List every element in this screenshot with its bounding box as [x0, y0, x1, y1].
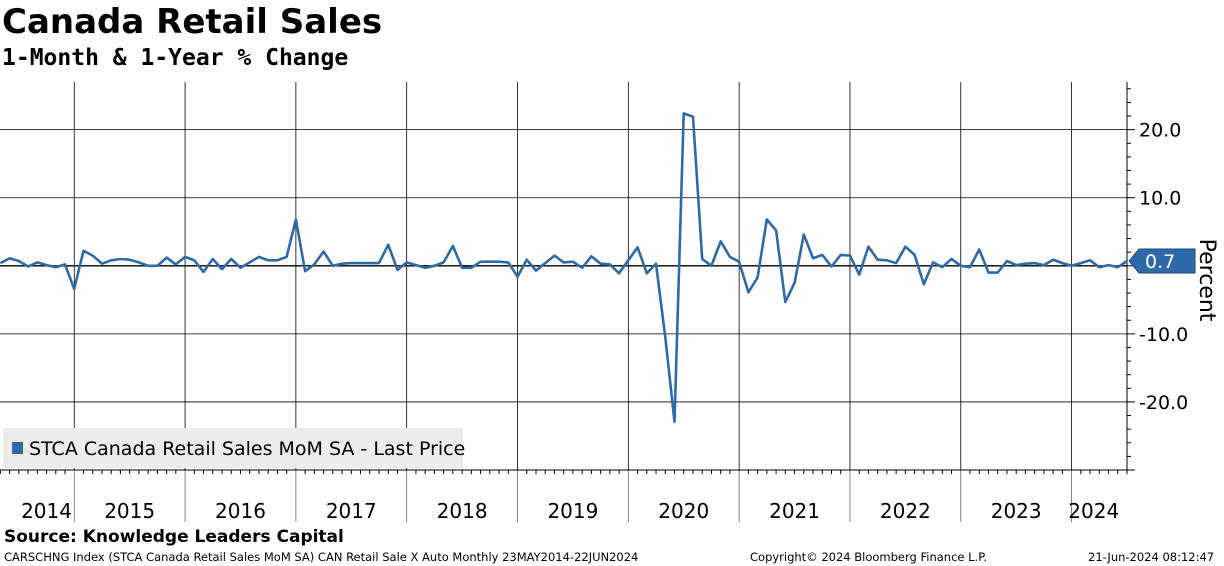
grid-layer — [0, 82, 1127, 470]
y-tick-label: 10.0 — [1139, 188, 1181, 210]
x-year-label-2020: 2020 — [658, 499, 709, 523]
axis-layer — [0, 82, 1135, 522]
legend-box — [3, 428, 463, 468]
footer-timestamp: 21-Jun-2024 08:12:47 — [1088, 550, 1215, 564]
x-year-label-2017: 2017 — [326, 499, 377, 523]
x-year-label-2016: 2016 — [215, 499, 266, 523]
legend: STCA Canada Retail Sales MoM SA - Last P… — [3, 428, 465, 468]
series-line — [0, 112, 1128, 424]
x-year-label-2018: 2018 — [437, 499, 488, 523]
chart-subtitle: 1-Month & 1-Year % Change — [2, 45, 349, 71]
y-tick-label: 20.0 — [1139, 120, 1181, 142]
x-year-label-2023: 2023 — [991, 499, 1042, 523]
x-year-label-2021: 2021 — [769, 499, 820, 523]
last-value-label: 0.7 — [1145, 251, 1175, 273]
footer-copyright: Copyright© 2024 Bloomberg Finance L.P. — [750, 550, 987, 564]
x-year-label-2019: 2019 — [547, 499, 598, 523]
x-year-label-2014: 2014 — [21, 499, 72, 523]
last-value-badge — [1128, 248, 1196, 274]
legend-swatch — [12, 442, 23, 454]
y-axis-title: Percent — [1194, 239, 1219, 322]
y-tick-label: -20.0 — [1139, 392, 1188, 414]
x-year-label-2022: 2022 — [880, 499, 931, 523]
legend-label: STCA Canada Retail Sales MoM SA - Last P… — [29, 438, 465, 460]
series-layer — [0, 112, 1128, 424]
x-year-label-2015: 2015 — [104, 499, 155, 523]
x-year-label-2024: 2024 — [1068, 499, 1119, 523]
label-layer: 20.0 10.0 -10.0 -20.0 2014 2015 2016 2017 2018 20… — [3, 120, 1219, 523]
footer-index-info: CARSCHNG Index (STCA Canada Retail Sales… — [4, 550, 639, 564]
y-tick-label: -10.0 — [1139, 324, 1188, 346]
source-note: Source: Knowledge Leaders Capital — [4, 527, 344, 547]
chart-title: Canada Retail Sales — [2, 2, 383, 42]
